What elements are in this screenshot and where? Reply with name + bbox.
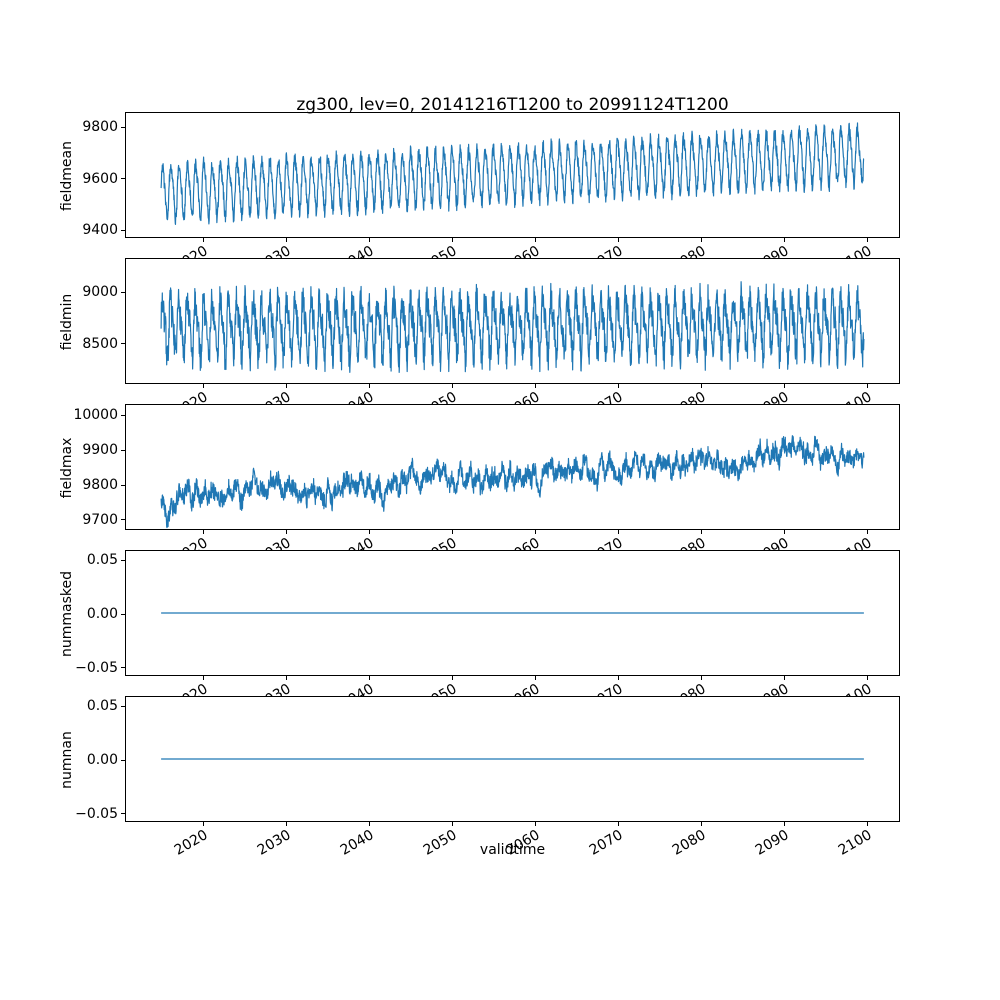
x-tick-mark <box>617 530 619 534</box>
x-tick-mark <box>451 822 453 826</box>
y-tick-label: −0.05 <box>75 805 118 822</box>
x-tick-mark <box>534 238 536 242</box>
y-tick-mark <box>121 759 125 761</box>
y-tick-mark <box>121 667 125 669</box>
y-tick-mark <box>121 705 125 707</box>
y-tick-label: 9000 <box>82 284 118 301</box>
y-tick-label: −0.05 <box>75 659 118 676</box>
y-tick-label: 9400 <box>82 222 118 238</box>
subplot-fieldmean: fieldmean9400960098002020203020402050206… <box>59 112 900 275</box>
x-tick-mark <box>285 530 287 534</box>
x-tick-mark <box>285 676 287 680</box>
y-axis-label-wrap: fieldmin <box>59 259 75 385</box>
x-tick-mark <box>368 822 370 826</box>
x-tick-mark <box>783 238 785 242</box>
x-tick-mark <box>451 530 453 534</box>
x-tick-mark <box>700 822 702 826</box>
y-tick-mark <box>121 126 125 128</box>
x-tick-mark <box>451 384 453 388</box>
x-tick-mark <box>203 530 205 534</box>
y-tick-label: 0.00 <box>86 606 118 622</box>
x-tick-mark <box>866 238 868 242</box>
x-tick-mark <box>617 384 619 388</box>
x-tick-mark <box>285 384 287 388</box>
subplot-fieldmax: fieldmax97009800990010000202020302040205… <box>59 404 900 567</box>
x-tick-mark <box>783 530 785 534</box>
y-tick-mark <box>121 449 125 451</box>
x-tick-mark <box>368 676 370 680</box>
x-tick-mark <box>451 676 453 680</box>
y-tick-label: 0.05 <box>86 698 118 715</box>
x-tick-mark <box>534 822 536 826</box>
y-tick-mark <box>121 343 125 345</box>
x-tick-mark <box>203 238 205 242</box>
x-tick-mark <box>368 238 370 242</box>
x-tick-mark <box>783 384 785 388</box>
y-tick-label: 9900 <box>82 442 118 459</box>
y-tick-mark <box>121 613 125 615</box>
x-tick-mark <box>534 530 536 534</box>
x-tick-mark <box>203 676 205 680</box>
y-tick-mark <box>121 484 125 486</box>
x-tick-mark <box>534 676 536 680</box>
x-tick-mark <box>866 530 868 534</box>
line-series-nummasked <box>161 612 864 614</box>
x-tick-mark <box>534 384 536 388</box>
y-tick-label: 9800 <box>82 119 118 136</box>
line-series-fieldmin <box>160 281 865 373</box>
y-tick-label: 9700 <box>82 511 118 528</box>
x-tick-mark <box>368 530 370 534</box>
x-tick-mark <box>866 822 868 826</box>
x-axis-label: validtime <box>479 842 546 858</box>
line-series-numnan <box>161 758 864 760</box>
x-tick-mark <box>203 384 205 388</box>
x-tick-mark <box>700 384 702 388</box>
x-tick-mark <box>783 822 785 826</box>
x-tick-mark <box>285 238 287 242</box>
y-tick-mark <box>121 178 125 180</box>
x-tick-mark <box>866 676 868 680</box>
figure-title: zg300, lev=0, 20141216T1200 to 20991124T… <box>296 95 729 115</box>
x-tick-mark <box>285 822 287 826</box>
y-tick-mark <box>121 519 125 521</box>
x-tick-mark <box>617 238 619 242</box>
line-series-fieldmax <box>160 435 865 529</box>
subplot-nummasked: nummasked−0.050.000.05202020302040205020… <box>59 550 900 713</box>
x-tick-mark <box>700 676 702 680</box>
y-tick-label: 10000 <box>73 407 118 424</box>
y-tick-label: 9600 <box>82 170 118 187</box>
line-series-fieldmean <box>160 122 865 225</box>
x-tick-mark <box>203 822 205 826</box>
y-tick-mark <box>121 813 125 815</box>
x-tick-mark <box>700 238 702 242</box>
x-tick-mark <box>451 238 453 242</box>
subplot-fieldmin: fieldmin85009000202020302040205020602070… <box>59 258 900 421</box>
y-tick-mark <box>121 559 125 561</box>
x-tick-mark <box>866 384 868 388</box>
x-tick-mark <box>617 676 619 680</box>
x-tick-mark <box>783 676 785 680</box>
y-tick-mark <box>121 291 125 293</box>
y-tick-mark <box>121 229 125 231</box>
y-tick-label: 8500 <box>82 335 118 352</box>
x-tick-mark <box>700 530 702 534</box>
y-tick-label: 9800 <box>82 477 118 494</box>
x-tick-mark <box>617 822 619 826</box>
x-tick-mark <box>368 384 370 388</box>
y-tick-mark <box>121 414 125 416</box>
y-tick-label: 0.00 <box>86 752 118 768</box>
subplot-numnan: numnan −0.05 0.00 0.05 2020 2030 2040 2050 2060 2… <box>59 696 900 859</box>
y-tick-label: 0.05 <box>86 552 118 569</box>
